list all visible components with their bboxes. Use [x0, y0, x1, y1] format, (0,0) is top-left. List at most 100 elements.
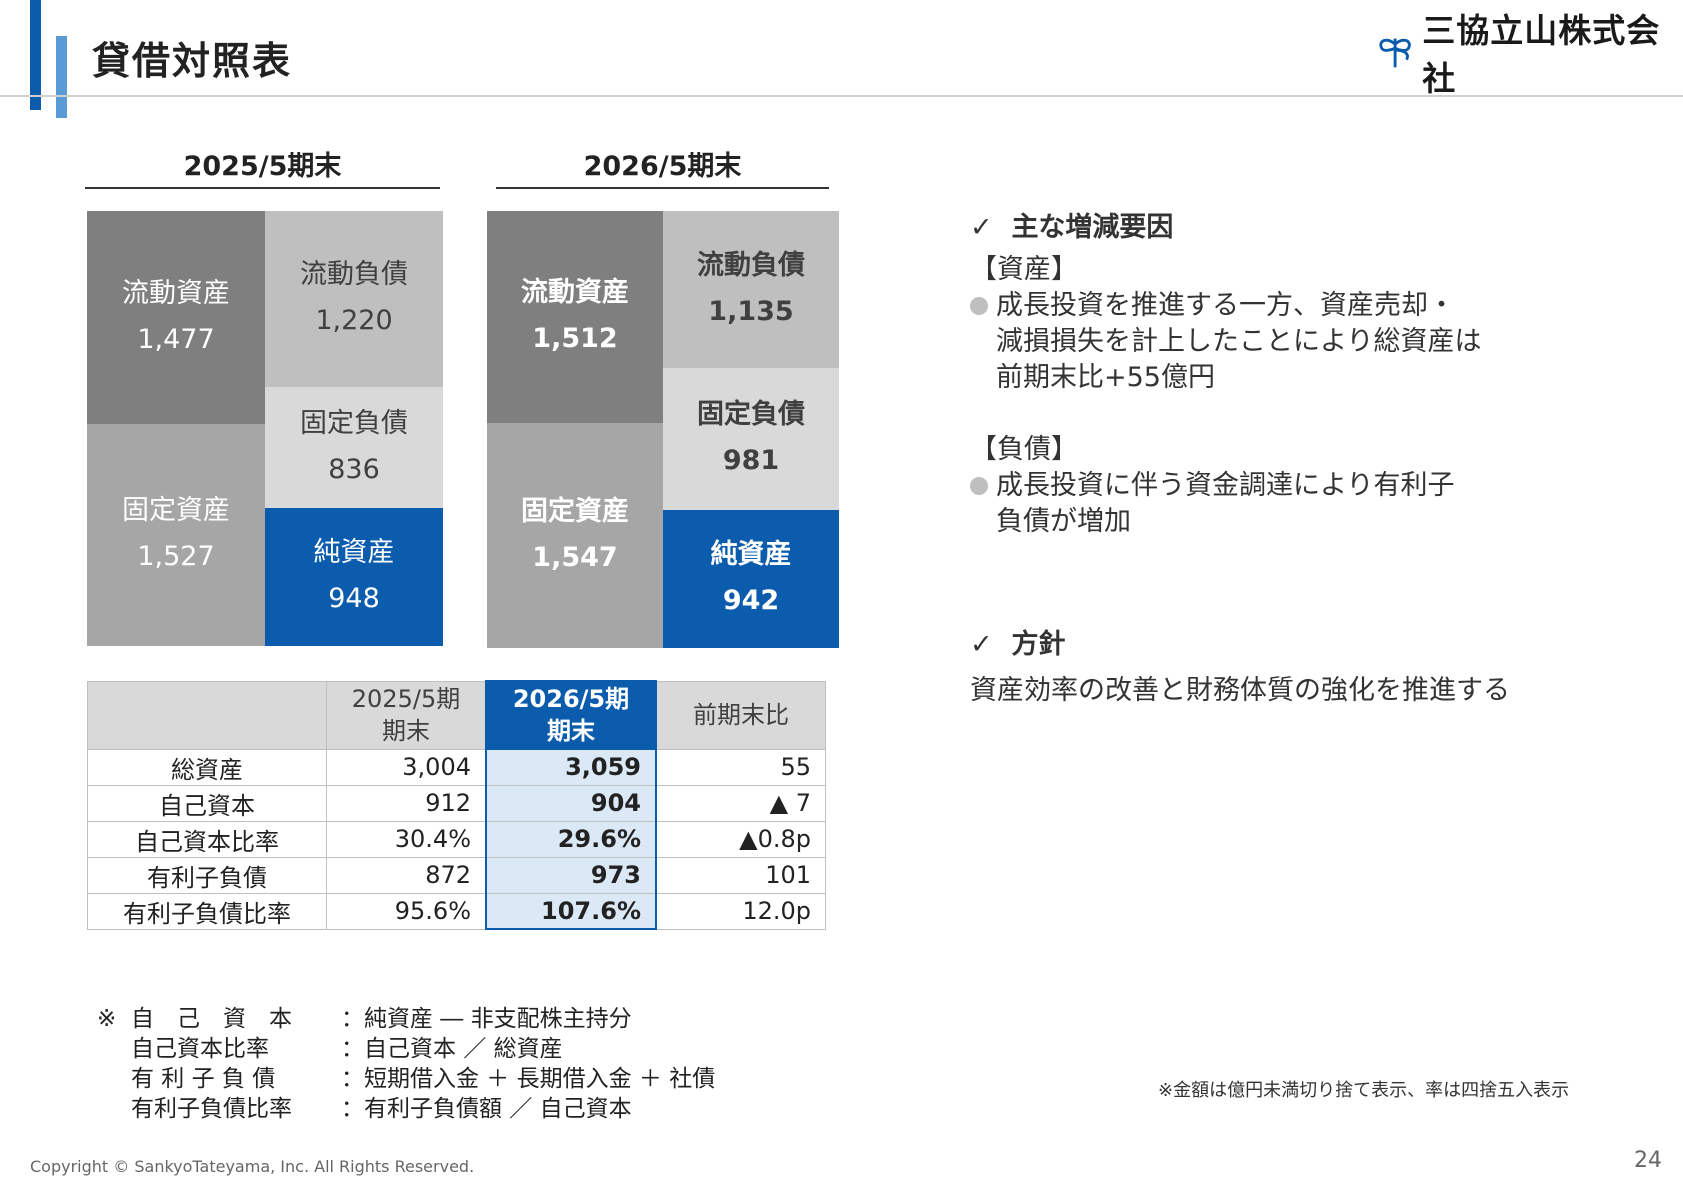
- row-name: 総資産: [87, 748, 327, 786]
- bs-curr-current-assets: 流動資産 1,512: [487, 211, 663, 423]
- table-row: 有利子負債 872 973 101: [87, 856, 826, 894]
- bs-curr-fixed-assets: 固定資産 1,547: [487, 423, 663, 648]
- company-name: 三協立山株式会社: [1422, 11, 1661, 98]
- block-label: 固定資産: [521, 495, 629, 527]
- block-value: 836: [328, 453, 380, 485]
- table-row: 自己資本比率 30.4% 29.6% ▲0.8p: [87, 820, 826, 858]
- bs-curr-fixed-liabilities: 固定負債 981: [663, 368, 839, 510]
- check-icon: ✓: [970, 212, 993, 243]
- table-header-diff: 前期末比: [655, 680, 826, 750]
- page-title: 貸借対照表: [92, 39, 293, 83]
- bullet-dot-icon: [970, 477, 988, 495]
- liabilities-bullet: 成長投資に伴う資金調達により有利子 負債が増加: [970, 468, 1610, 540]
- definitions-notes: ※ 自 己 資 本 ：純資産 ― 非支配株主持分 自己資本比率 ：自己資本 ／ …: [97, 1004, 715, 1124]
- block-label: 固定負債: [300, 407, 408, 439]
- factors-heading-text: 主な増減要因: [1011, 212, 1174, 243]
- sankyo-clover-icon: [1379, 38, 1411, 68]
- block-value: 1,527: [137, 541, 215, 572]
- policy-text: 資産効率の改善と財務体質の強化を推進する: [970, 675, 1510, 706]
- header-divider: [0, 95, 1683, 97]
- table-row: 総資産 3,004 3,059 55: [87, 748, 826, 786]
- block-value: 1,547: [532, 541, 618, 573]
- block-label: 流動資産: [122, 277, 230, 309]
- bs-prev-fixed-assets: 固定資産 1,527: [87, 424, 265, 646]
- policy-heading-text: 方針: [1011, 629, 1066, 660]
- bullet-line: 成長投資に伴う資金調達により有利子: [996, 470, 1455, 501]
- note-def: ：有利子負債額 ／ 自己資本: [341, 1096, 632, 1122]
- bs-prev-current-assets: 流動資産 1,477: [87, 211, 265, 424]
- row-prev: 912: [326, 784, 487, 822]
- block-value: 1,512: [532, 323, 618, 354]
- block-value: 942: [722, 585, 780, 616]
- policy-section: ✓ 方針 資産効率の改善と財務体質の強化を推進する: [970, 622, 1610, 709]
- row-name: 自己資本比率: [87, 820, 327, 858]
- header-line: 2025/5期: [351, 685, 461, 713]
- policy-heading: ✓ 方針: [970, 622, 1610, 661]
- bullet-line: 減損損失を計上したことにより総資産は: [996, 326, 1482, 357]
- row-diff: 12.0p: [655, 892, 826, 930]
- table-header-blank: [87, 680, 327, 750]
- note-line: 有 利 子 負 債 ：短期借入金 ＋ 長期借入金 ＋ 社債: [97, 1064, 715, 1094]
- factors-section: ✓ 主な増減要因 【資産】 成長投資を推進する一方、資産売却・ 減損損失を計上し…: [970, 205, 1610, 540]
- assets-tag: 【資産】: [970, 254, 1078, 285]
- factors-heading: ✓ 主な増減要因: [970, 205, 1610, 244]
- row-prev: 95.6%: [326, 892, 487, 930]
- table-header-curr: 2026/5期 期末: [485, 680, 657, 750]
- note-term: 有 利 子 負 債: [131, 1066, 276, 1092]
- bs-curr-net-assets: 純資産 942: [663, 510, 839, 648]
- note-def: ：純資産 ― 非支配株主持分: [341, 1006, 632, 1032]
- block-label: 純資産: [710, 539, 792, 570]
- block-value: 981: [722, 445, 780, 476]
- copyright: Copyright © SankyoTateyama, Inc. All Rig…: [30, 1157, 475, 1176]
- row-diff: ▲0.8p: [655, 820, 826, 858]
- block-label: 固定負債: [697, 399, 805, 430]
- header-line: 2026/5期: [512, 685, 630, 713]
- note-mark: ※: [97, 1006, 117, 1032]
- table-header-row: 2025/5期 期末 2026/5期 期末 前期末比: [87, 680, 826, 750]
- row-name: 有利子負債比率: [87, 892, 327, 930]
- liabilities-tag: 【負債】: [970, 434, 1078, 465]
- row-curr: 973: [485, 856, 657, 894]
- note-line: ※ 自 己 資 本 ：純資産 ― 非支配株主持分: [97, 1004, 715, 1034]
- bullet-line: 前期末比+55億円: [996, 362, 1215, 393]
- bs-prev-net-assets: 純資産 948: [265, 508, 443, 646]
- table-row: 有利子負債比率 95.6% 107.6% 12.0p: [87, 892, 826, 930]
- row-curr: 3,059: [485, 748, 657, 786]
- block-label: 純資産: [313, 537, 395, 568]
- note-term: 有利子負債比率: [131, 1096, 292, 1122]
- block-label: 流動負債: [300, 259, 408, 290]
- rounding-note: ※金額は億円未満切り捨て表示、率は四捨五入表示: [1158, 1080, 1570, 1101]
- note-def: ：自己資本 ／ 総資産: [341, 1036, 563, 1062]
- table-row: 自己資本 912 904 ▲ 7: [87, 784, 826, 822]
- row-prev: 872: [326, 856, 487, 894]
- block-value: 1,220: [315, 305, 393, 336]
- note-line: 有利子負債比率 ：有利子負債額 ／ 自己資本: [97, 1094, 715, 1124]
- bs-prev-current-liabilities: 流動負債 1,220: [265, 211, 443, 387]
- period-heading-prev: 2025/5期末: [85, 144, 440, 189]
- row-name: 自己資本: [87, 784, 327, 822]
- bs-prev-fixed-liabilities: 固定負債 836: [265, 387, 443, 508]
- row-curr: 904: [485, 784, 657, 822]
- note-term: 自己資本比率: [131, 1036, 269, 1062]
- block-value: 948: [328, 583, 380, 614]
- block-label: 流動負債: [697, 249, 805, 281]
- company-logo: 三協立山株式会社: [1374, 11, 1683, 98]
- table-header-prev: 2025/5期 期末: [326, 680, 487, 750]
- header-accent-bar-light: [56, 36, 67, 118]
- row-name: 有利子負債: [87, 856, 327, 894]
- note-term: 自 己 資 本: [131, 1006, 292, 1032]
- header-line: 期末: [382, 717, 430, 745]
- block-label: 固定資産: [122, 495, 230, 526]
- note-def: ：短期借入金 ＋ 長期借入金 ＋ 社債: [341, 1066, 716, 1092]
- page-number: 24: [1634, 1148, 1662, 1173]
- header-line: 期末: [547, 717, 595, 745]
- row-curr: 107.6%: [485, 892, 657, 930]
- note-line: 自己資本比率 ：自己資本 ／ 総資産: [97, 1034, 715, 1064]
- period-heading-curr: 2026/5期末: [496, 144, 829, 189]
- bs-curr-current-liabilities: 流動負債 1,135: [663, 211, 839, 368]
- block-value: 1,135: [708, 295, 794, 327]
- header-accent-bar-dark: [30, 0, 41, 110]
- check-icon: ✓: [970, 629, 993, 660]
- row-prev: 30.4%: [326, 820, 487, 858]
- bullet-line: 成長投資を推進する一方、資産売却・: [996, 290, 1455, 321]
